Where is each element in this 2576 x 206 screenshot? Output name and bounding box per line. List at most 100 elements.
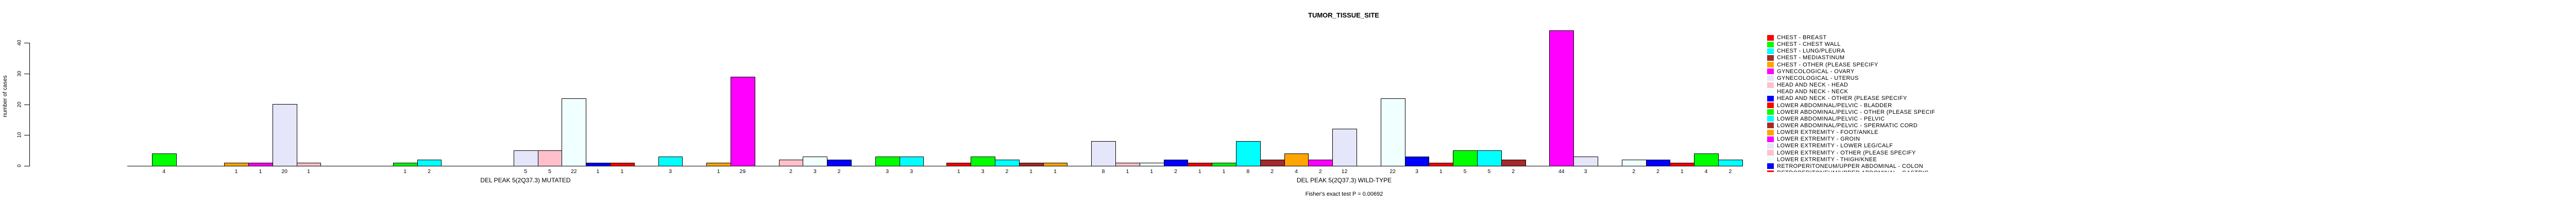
bar bbox=[610, 163, 635, 166]
bar bbox=[731, 77, 755, 166]
bar bbox=[1332, 129, 1357, 166]
bar-value-label: 1 bbox=[1680, 168, 1684, 175]
bar-value-label: 22 bbox=[570, 168, 577, 175]
legend-swatch bbox=[1767, 89, 1774, 95]
legend-label: HEAD AND NECK - HEAD bbox=[1777, 82, 1849, 89]
bar bbox=[1043, 163, 1067, 166]
bar-value-label: 2 bbox=[1270, 168, 1274, 175]
legend-label: LOWER ABDOMINAL/PELVIC - OTHER (PLEASE S… bbox=[1777, 109, 1935, 115]
bar bbox=[1429, 163, 1453, 166]
legend-row: CHEST - MEDIASTINUM bbox=[1767, 55, 1844, 61]
legend-swatch bbox=[1767, 95, 1774, 101]
legend-label: LOWER ABDOMINAL/PELVIC - PELVIC bbox=[1777, 115, 1885, 122]
legend-row: HEAD AND NECK - HEAD bbox=[1767, 82, 1848, 89]
legend-swatch bbox=[1767, 123, 1774, 129]
group-label-wild-type: DEL PEAK 5(2Q37.3) WILD-TYPE bbox=[1296, 177, 1392, 184]
legend-swatch bbox=[1767, 35, 1774, 41]
bar bbox=[1236, 141, 1261, 166]
bar-value-label: 3 bbox=[1584, 168, 1587, 175]
legend-label: HEAD AND NECK - OTHER (PLEASE SPECIFY bbox=[1777, 95, 1907, 102]
bar-value-label: 22 bbox=[1389, 168, 1396, 175]
bar-value-label: 3 bbox=[910, 168, 913, 175]
legend-swatch bbox=[1767, 48, 1774, 54]
bar bbox=[900, 157, 924, 166]
legend-row: LOWER EXTREMITY - OTHER (PLEASE SPECIFY bbox=[1767, 149, 1916, 156]
legend-label: LOWER ABDOMINAL/PELVIC - BLADDER bbox=[1777, 102, 1892, 109]
bar-value-label: 1 bbox=[1150, 168, 1154, 175]
legend-row: CHEST - CHEST WALL bbox=[1767, 41, 1841, 48]
legend-label: CHEST - CHEST WALL bbox=[1777, 41, 1841, 48]
bar-value-label: 2 bbox=[1005, 168, 1009, 175]
bar-value-label: 2 bbox=[1512, 168, 1515, 175]
legend-swatch bbox=[1767, 41, 1774, 47]
legend-row: CHEST - OTHER (PLEASE SPECIFY bbox=[1767, 61, 1878, 68]
bar-value-label: 8 bbox=[1246, 168, 1250, 175]
legend-row-clipped: RETROPERITONEUM/UPPER ABDOMINAL - GASTRI… bbox=[1767, 170, 1929, 172]
bar-value-label: 1 bbox=[1439, 168, 1443, 175]
legend-label: CHEST - BREAST bbox=[1777, 35, 1827, 41]
bar-value-label: 1 bbox=[1054, 168, 1057, 175]
bar-value-label: 2 bbox=[1632, 168, 1636, 175]
legend-swatch bbox=[1767, 55, 1774, 61]
legend-swatch bbox=[1767, 129, 1774, 135]
bar bbox=[1188, 163, 1212, 166]
y-tick-label: 30 bbox=[16, 71, 23, 77]
legend-label: CHEST - MEDIASTINUM bbox=[1777, 55, 1845, 61]
legend-swatch bbox=[1767, 157, 1774, 163]
legend-swatch bbox=[1767, 143, 1774, 149]
bar-value-label: 29 bbox=[739, 168, 746, 175]
bar bbox=[827, 160, 852, 166]
legend-row: GYNECOLOGICAL - UTERUS bbox=[1767, 75, 1859, 81]
bar-value-label: 8 bbox=[1101, 168, 1105, 175]
bar bbox=[1308, 160, 1333, 166]
bar bbox=[514, 150, 538, 166]
y-tick-label: 40 bbox=[16, 40, 23, 46]
bar bbox=[658, 157, 683, 166]
bar bbox=[1622, 160, 1647, 166]
bar bbox=[1284, 153, 1309, 166]
bar-value-label: 5 bbox=[524, 168, 528, 175]
bar bbox=[1453, 150, 1478, 166]
legend-row: RETROPERITONEUM/UPPER ABDOMINAL - COLON bbox=[1767, 163, 1923, 169]
legend-row: CHEST - LUNG/PLEURA bbox=[1767, 48, 1845, 55]
legend-label: CHEST - LUNG/PLEURA bbox=[1777, 48, 1845, 55]
legend-swatch bbox=[1767, 102, 1774, 108]
legend-row: CHEST - BREAST bbox=[1767, 35, 1826, 41]
bar-value-label: 1 bbox=[1198, 168, 1201, 175]
legend-row: LOWER EXTREMITY - THIGH/KNEE bbox=[1767, 156, 1877, 163]
bar bbox=[273, 104, 297, 166]
bar-value-label: 1 bbox=[1029, 168, 1033, 175]
bar-value-label: 3 bbox=[981, 168, 985, 175]
bar bbox=[297, 163, 321, 166]
bar-value-label: 3 bbox=[886, 168, 889, 175]
bar bbox=[1694, 153, 1719, 166]
bar-value-label: 1 bbox=[620, 168, 624, 175]
bar bbox=[1115, 163, 1140, 166]
y-tick-label: 10 bbox=[16, 132, 23, 138]
bar-value-label: 2 bbox=[1174, 168, 1177, 175]
bar bbox=[1718, 160, 1743, 166]
y-tick-label: 0 bbox=[16, 164, 23, 167]
bar bbox=[946, 163, 971, 166]
bar bbox=[1477, 150, 1502, 166]
bar bbox=[1573, 157, 1598, 166]
bar bbox=[1381, 98, 1405, 166]
legend-swatch bbox=[1767, 109, 1774, 115]
bar bbox=[706, 163, 731, 166]
bar-value-label: 4 bbox=[1295, 168, 1298, 175]
legend-label: CHEST - OTHER (PLEASE SPECIFY bbox=[1777, 61, 1878, 68]
legend-row: HEAD AND NECK - NECK bbox=[1767, 89, 1848, 95]
legend-label: GYNECOLOGICAL - OVARY bbox=[1777, 68, 1855, 75]
bar-value-label: 3 bbox=[813, 168, 817, 175]
legend-swatch bbox=[1767, 68, 1774, 75]
bar bbox=[1260, 160, 1285, 166]
bar-value-label: 2 bbox=[428, 168, 431, 175]
legend-label: GYNECOLOGICAL - UTERUS bbox=[1777, 75, 1859, 81]
bar bbox=[586, 163, 611, 166]
legend-swatch bbox=[1767, 116, 1774, 122]
bar-value-label: 5 bbox=[1487, 168, 1491, 175]
chart-title: TUMOR_TISSUE_SITE bbox=[1308, 11, 1379, 19]
bar bbox=[995, 160, 1020, 166]
bar bbox=[1405, 157, 1429, 166]
